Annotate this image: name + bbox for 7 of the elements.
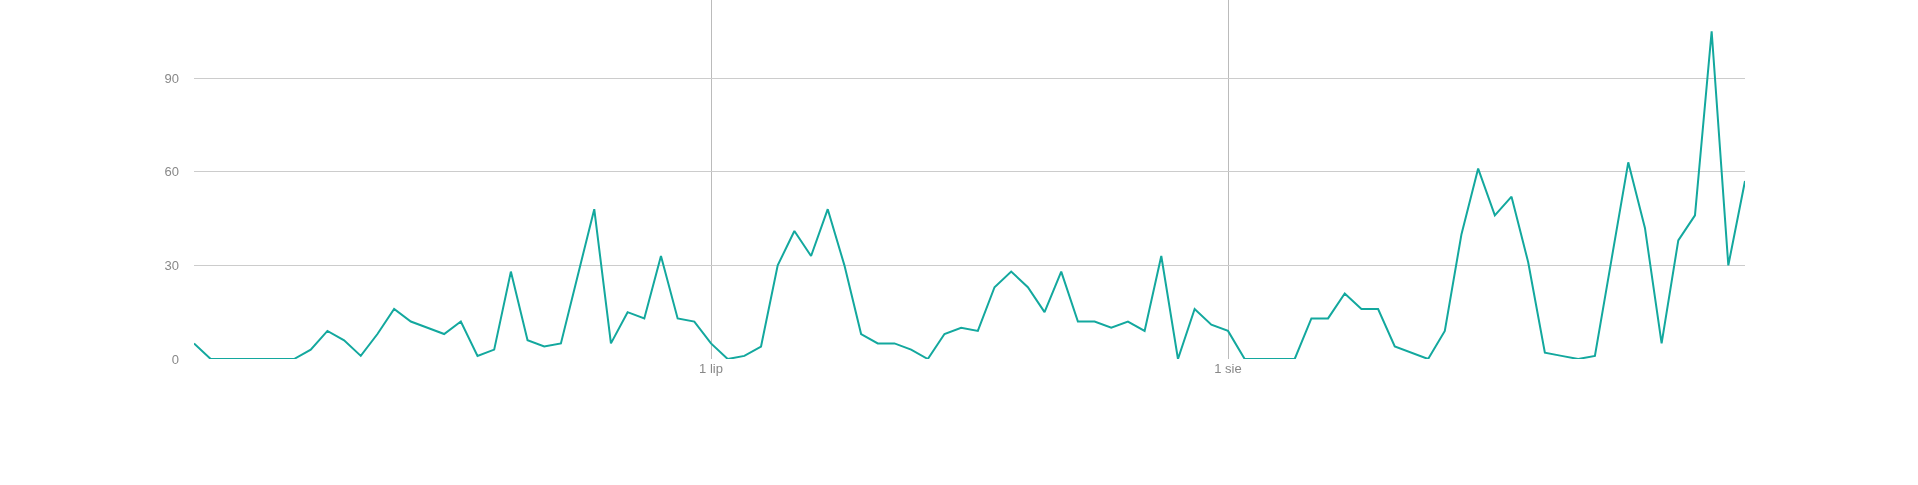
x-tick-label: 1 lip <box>699 361 723 376</box>
y-tick-label: 60 <box>164 164 179 180</box>
line-series <box>194 30 1745 359</box>
y-tick-label: 30 <box>164 257 179 273</box>
y-tick-label: 0 <box>171 351 179 367</box>
x-tick-label: 1 sie <box>1214 361 1242 376</box>
y-tick-label: 90 <box>164 70 179 86</box>
